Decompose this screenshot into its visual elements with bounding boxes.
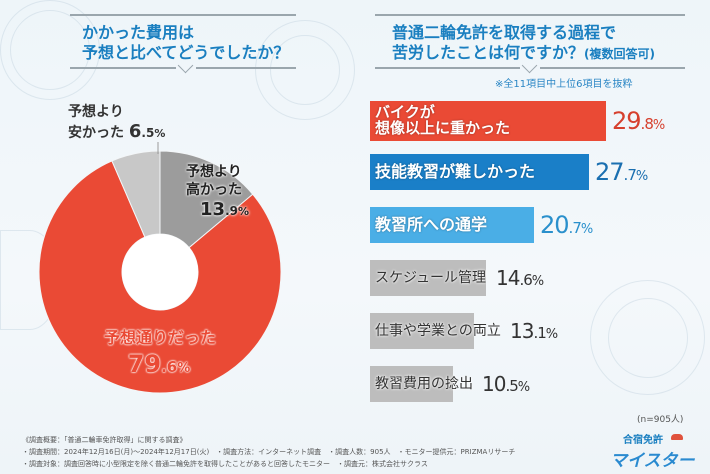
bar-value-dec: .6	[519, 271, 532, 289]
bg-ring	[608, 298, 688, 378]
bar-1	[370, 154, 589, 190]
bar-value-0: 29.8%	[612, 107, 665, 140]
donut-hole	[122, 234, 198, 310]
car-icon	[671, 434, 683, 440]
bar-value-int: 20	[540, 211, 570, 239]
bar-4	[370, 313, 474, 349]
slice-label-as-expected: 予想通りだった 79.6%	[104, 324, 217, 378]
bar-label-3: スケジュール管理	[375, 270, 487, 286]
bar-label-4: 仕事や学業との両立	[375, 323, 501, 339]
bar-2	[370, 207, 534, 243]
percent-sign: %	[177, 361, 191, 376]
slice-label-cheaper: 予想より 安かった 6.5%	[68, 103, 165, 143]
bar-value-4: 13.1%	[510, 317, 558, 349]
footer-line1: 《調査概要：「普通二輪車免許取得」に関する調査》	[22, 436, 187, 444]
right-question-suffix: (複数回答可)	[584, 47, 655, 61]
slice-value-higher-int: 13	[200, 199, 226, 220]
slice-label-as-expected-line1: 予想通りだった	[104, 328, 217, 347]
bar-label-0: バイクが 想像以上に重かった	[375, 104, 510, 136]
divider	[540, 67, 685, 69]
slice-label-cheaper-text: 安かった	[68, 125, 124, 141]
percent-sign: %	[545, 327, 558, 342]
bar-value-dec: .7	[568, 219, 582, 237]
bg-ring	[590, 280, 705, 395]
bar-value-int: 14	[496, 266, 520, 290]
slice-label-higher: 予想より 高かった 13.9%	[186, 163, 249, 221]
percent-sign: %	[652, 118, 665, 133]
bg-ring	[255, 20, 355, 120]
slice-label-higher-line1: 予想より	[186, 164, 242, 180]
divider	[375, 14, 685, 16]
percent-sign: %	[635, 169, 648, 184]
logo-line2: マイスター	[610, 451, 695, 471]
slice-label-cheaper-line2: 安かった 6.5%	[68, 122, 165, 143]
bar-label-1: 技能教習が難しかった	[375, 162, 536, 181]
bar-label-2: 教習所への通学	[375, 215, 488, 234]
bar-5	[370, 366, 453, 402]
right-question-line1: 普通二輪免許を取得する過程で	[392, 23, 617, 42]
bar-3	[370, 260, 486, 296]
bar-value-5: 10.5%	[482, 370, 530, 402]
percent-sign: %	[580, 222, 593, 237]
left-question-line1: かかった費用は	[82, 23, 195, 42]
slice-value-cheaper-int: 6	[128, 121, 142, 142]
slice-value-cheaper-dec: .5	[141, 126, 155, 140]
bar-value-int: 10	[482, 372, 506, 396]
percent-sign: %	[154, 127, 166, 140]
percent-sign: %	[531, 274, 544, 289]
right-question-main: 苦労したことは何ですか？	[392, 43, 585, 62]
slice-value-higher: 13.9%	[200, 201, 249, 221]
bar-value-dec: .5	[505, 377, 518, 395]
divider	[375, 67, 520, 69]
bar-value-int: 13	[510, 319, 534, 343]
footer-line2: ・調査期間：2024年12月16日(月)～2024年12月17日(火) ・調査方…	[22, 448, 516, 456]
slice-value-as-expected-dec: .6	[161, 358, 178, 376]
slice-value-as-expected-int: 79	[127, 350, 162, 378]
slice-label-higher-line2: 高かった	[186, 182, 242, 198]
slice-cheaper	[111, 150, 161, 238]
extraction-note: ※全11項目中上位6項目を抜粋	[495, 79, 633, 90]
bar-value-dec: .1	[533, 324, 546, 342]
percent-sign: %	[237, 205, 250, 218]
bar-label-line2: 想像以上に重かった	[375, 119, 511, 137]
right-question-line2: 苦労したことは何ですか？(複数回答可)	[392, 43, 655, 64]
bar-value-2: 20.7%	[540, 211, 593, 244]
bar-label-5: 教習費用の捻出	[375, 376, 473, 392]
slice-value-cheaper: 6.5%	[129, 121, 165, 142]
divider	[70, 67, 176, 69]
bg-ring	[0, 0, 100, 100]
logo-line1: 合宿免許	[623, 435, 663, 446]
slice-value-as-expected: 79.6%	[104, 350, 214, 378]
bar-value-int: 29	[612, 107, 642, 135]
slice-label-cheaper-line1: 予想より	[68, 104, 124, 120]
bar-label-line1: バイクが	[375, 103, 435, 121]
bg-ring	[10, 10, 90, 90]
bar-value-int: 27	[595, 158, 625, 186]
bar-value-3: 14.6%	[496, 264, 544, 296]
divider	[196, 67, 296, 69]
bar-value-1: 27.7%	[595, 158, 648, 191]
bg-ring	[270, 35, 340, 105]
bar-value-dec: .7	[623, 166, 637, 184]
footer-line3: ・調査対象：調査回答時に小型限定を除く普通二輪免許を取得したことがあると回答した…	[22, 460, 428, 468]
bar-0	[370, 101, 606, 141]
left-question-line2: 予想と比べてどうでしたか？	[82, 43, 290, 62]
bg-ring	[0, 230, 60, 330]
percent-sign: %	[517, 380, 530, 395]
sample-size: (n=905人)	[637, 415, 684, 425]
bar-value-dec: .8	[640, 115, 654, 133]
slice-value-higher-dec: .9	[225, 204, 238, 218]
divider	[70, 14, 296, 16]
